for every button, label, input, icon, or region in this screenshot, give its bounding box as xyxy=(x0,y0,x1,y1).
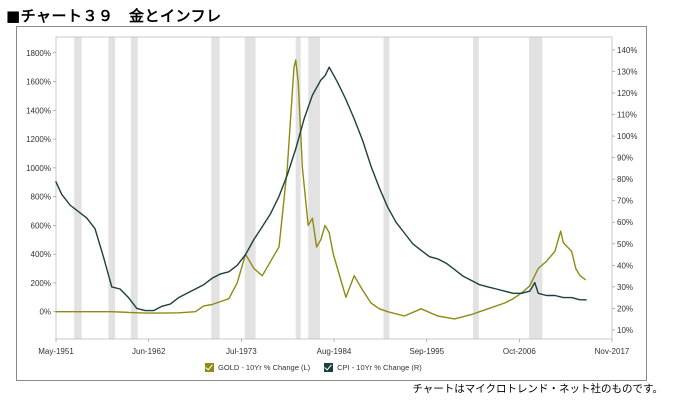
cpi-checkbox-icon[interactable] xyxy=(324,363,334,372)
legend-item-gold: GOLD - 10Yr % Change (L) xyxy=(205,363,310,372)
legend-label-gold: GOLD - 10Yr % Change (L) xyxy=(218,363,311,372)
y-right-tick-label: 110% xyxy=(617,111,637,120)
y-right-tick-label: 60% xyxy=(617,218,633,227)
x-tick-label: Jun-1962 xyxy=(132,347,166,356)
y-left-tick-label: 1800% xyxy=(26,49,51,58)
plot-area-border xyxy=(55,36,613,340)
y-right-tick-label: 20% xyxy=(617,304,633,313)
y-left-tick-label: 1600% xyxy=(26,78,51,87)
x-tick-label: Aug-1984 xyxy=(317,347,352,356)
recession-band xyxy=(528,37,543,339)
y-right-tick-label: 10% xyxy=(617,326,633,335)
recession-band xyxy=(383,37,390,339)
y-right-tick-label: 50% xyxy=(617,240,633,249)
x-tick-label: Nov-2017 xyxy=(595,347,630,356)
y-right-tick-label: 30% xyxy=(617,283,633,292)
axes: 0% 200% 400% 600% 800% 1000% 1200% 1400% 1600% 18… xyxy=(26,36,637,356)
y-right-tick-label: 120% xyxy=(617,89,637,98)
y-right-tick-label: 40% xyxy=(617,261,633,270)
recession-band xyxy=(244,37,256,339)
y-right-tick-label: 70% xyxy=(617,197,633,206)
y-left-tick-label: 1200% xyxy=(26,135,51,144)
y-left-tick-label: 200% xyxy=(31,279,51,288)
y-right-tick-label: 80% xyxy=(617,175,633,184)
y-left-tick-label: 800% xyxy=(31,193,51,202)
legend-label-cpi: CPI - 10Yr % Change (R) xyxy=(337,363,422,372)
recession-band xyxy=(308,37,320,339)
legend: GOLD - 10Yr % Change (L) CPI - 10Yr % Ch… xyxy=(205,363,422,372)
chart-credit: チャートはマイクロトレンド・ネット社のものです。 xyxy=(412,383,663,395)
legend-item-cpi: CPI - 10Yr % Change (R) xyxy=(324,363,422,372)
recession-bands xyxy=(74,37,543,339)
y-right-tick-label: 100% xyxy=(617,132,637,141)
x-tick-label: May-1951 xyxy=(38,347,74,356)
y-right-tick-label: 140% xyxy=(617,46,637,55)
y-right-tick-label: 90% xyxy=(617,154,633,163)
recession-band xyxy=(472,37,479,339)
y-left-tick-label: 400% xyxy=(31,250,51,259)
cpi-series-line xyxy=(55,66,587,312)
recession-band xyxy=(295,37,301,339)
y-left-tick-label: 1000% xyxy=(26,164,51,173)
chart-title: ■チャート３９ 金とインフレ xyxy=(6,7,222,25)
y-right-tick-label: 130% xyxy=(617,67,637,76)
y-left-tick-label: 1400% xyxy=(26,106,51,115)
recession-band xyxy=(130,37,138,339)
x-tick-label: Jul-1973 xyxy=(226,347,257,356)
gold-checkbox-icon[interactable] xyxy=(205,363,214,372)
y-left-tick-label: 600% xyxy=(31,221,51,230)
series-lines xyxy=(55,59,587,320)
x-tick-label: Sep-1995 xyxy=(409,347,444,356)
recession-band xyxy=(74,37,82,339)
x-tick-label: Oct-2006 xyxy=(503,347,536,356)
recession-band xyxy=(211,37,220,339)
recession-band xyxy=(108,37,116,339)
y-left-tick-label: 0% xyxy=(39,308,51,317)
gold-series-line xyxy=(55,59,587,320)
